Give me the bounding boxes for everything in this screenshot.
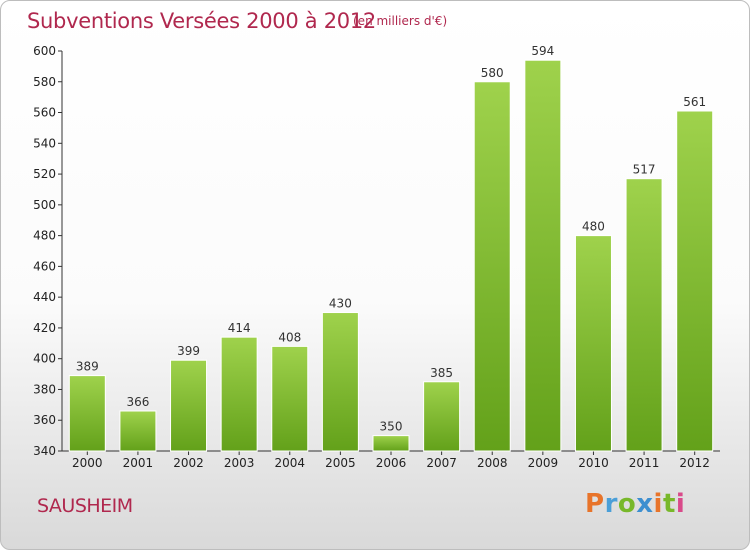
y-tick-label: 480 bbox=[33, 229, 56, 243]
unit-note: (en milliers d'€) bbox=[353, 14, 448, 28]
value-label: 517 bbox=[633, 163, 656, 177]
y-tick-label: 540 bbox=[33, 136, 56, 150]
x-tick-label: 2001 bbox=[123, 456, 154, 470]
bars-group bbox=[68, 59, 714, 452]
y-tick-label: 340 bbox=[33, 444, 56, 458]
bar-2002 bbox=[170, 359, 208, 452]
x-tick-label: 2002 bbox=[173, 456, 204, 470]
bar-2004 bbox=[271, 345, 309, 452]
y-tick-label: 520 bbox=[33, 167, 56, 181]
value-label: 580 bbox=[481, 66, 504, 80]
value-label: 408 bbox=[278, 330, 301, 344]
x-tick-label: 2009 bbox=[528, 456, 559, 470]
x-tick-label: 2006 bbox=[376, 456, 407, 470]
x-tick-label: 2000 bbox=[72, 456, 103, 470]
chart-title: Subventions Versées 2000 à 2012 bbox=[27, 9, 376, 33]
x-tick-label: 2007 bbox=[426, 456, 457, 470]
y-tick-label: 380 bbox=[33, 382, 56, 396]
bar-2011 bbox=[625, 178, 663, 452]
y-tick-label: 440 bbox=[33, 290, 56, 304]
x-tick-label: 2012 bbox=[679, 456, 710, 470]
value-label: 399 bbox=[177, 344, 200, 358]
bar-2005 bbox=[321, 312, 359, 452]
bar-2000 bbox=[68, 375, 106, 452]
value-label: 561 bbox=[683, 95, 706, 109]
y-tick-label: 420 bbox=[33, 321, 56, 335]
value-label: 366 bbox=[126, 395, 149, 409]
bar-2009 bbox=[524, 59, 562, 452]
y-tick-label: 580 bbox=[33, 75, 56, 89]
y-tick-label: 360 bbox=[33, 413, 56, 427]
value-label: 385 bbox=[430, 366, 453, 380]
bar-2001 bbox=[119, 410, 157, 452]
value-label: 350 bbox=[380, 420, 403, 434]
bar-2003 bbox=[220, 336, 258, 452]
y-tick-label: 460 bbox=[33, 259, 56, 273]
bar-2012 bbox=[676, 110, 714, 452]
x-tick-label: 2005 bbox=[325, 456, 356, 470]
bar-2010 bbox=[574, 235, 612, 452]
y-tick-label: 500 bbox=[33, 198, 56, 212]
proxiti-logo: Proxiti bbox=[585, 489, 686, 519]
y-tick-label: 560 bbox=[33, 106, 56, 120]
value-label: 480 bbox=[582, 220, 605, 234]
x-tick-label: 2004 bbox=[274, 456, 305, 470]
bar-2007 bbox=[423, 381, 461, 452]
x-tick-label: 2003 bbox=[224, 456, 255, 470]
value-label: 430 bbox=[329, 297, 352, 311]
x-tick-label: 2010 bbox=[578, 456, 609, 470]
commune-name: SAUSHEIM bbox=[37, 495, 133, 517]
value-label: 594 bbox=[531, 44, 554, 58]
value-labels-group: 389 366 399 414 408 430 350 385 580 594 480 517 561 bbox=[76, 44, 706, 433]
y-tick-label: 400 bbox=[33, 352, 56, 366]
bar-2008 bbox=[473, 81, 511, 452]
y-tick-label: 600 bbox=[33, 44, 56, 58]
axes: 340 360 380 400 420 440 460 480 500 520 540 560 580 6… bbox=[33, 44, 720, 470]
bar-2006 bbox=[372, 435, 410, 452]
value-label: 414 bbox=[228, 321, 251, 335]
x-tick-label: 2008 bbox=[477, 456, 508, 470]
value-label: 389 bbox=[76, 360, 99, 374]
x-tick-label: 2011 bbox=[629, 456, 660, 470]
